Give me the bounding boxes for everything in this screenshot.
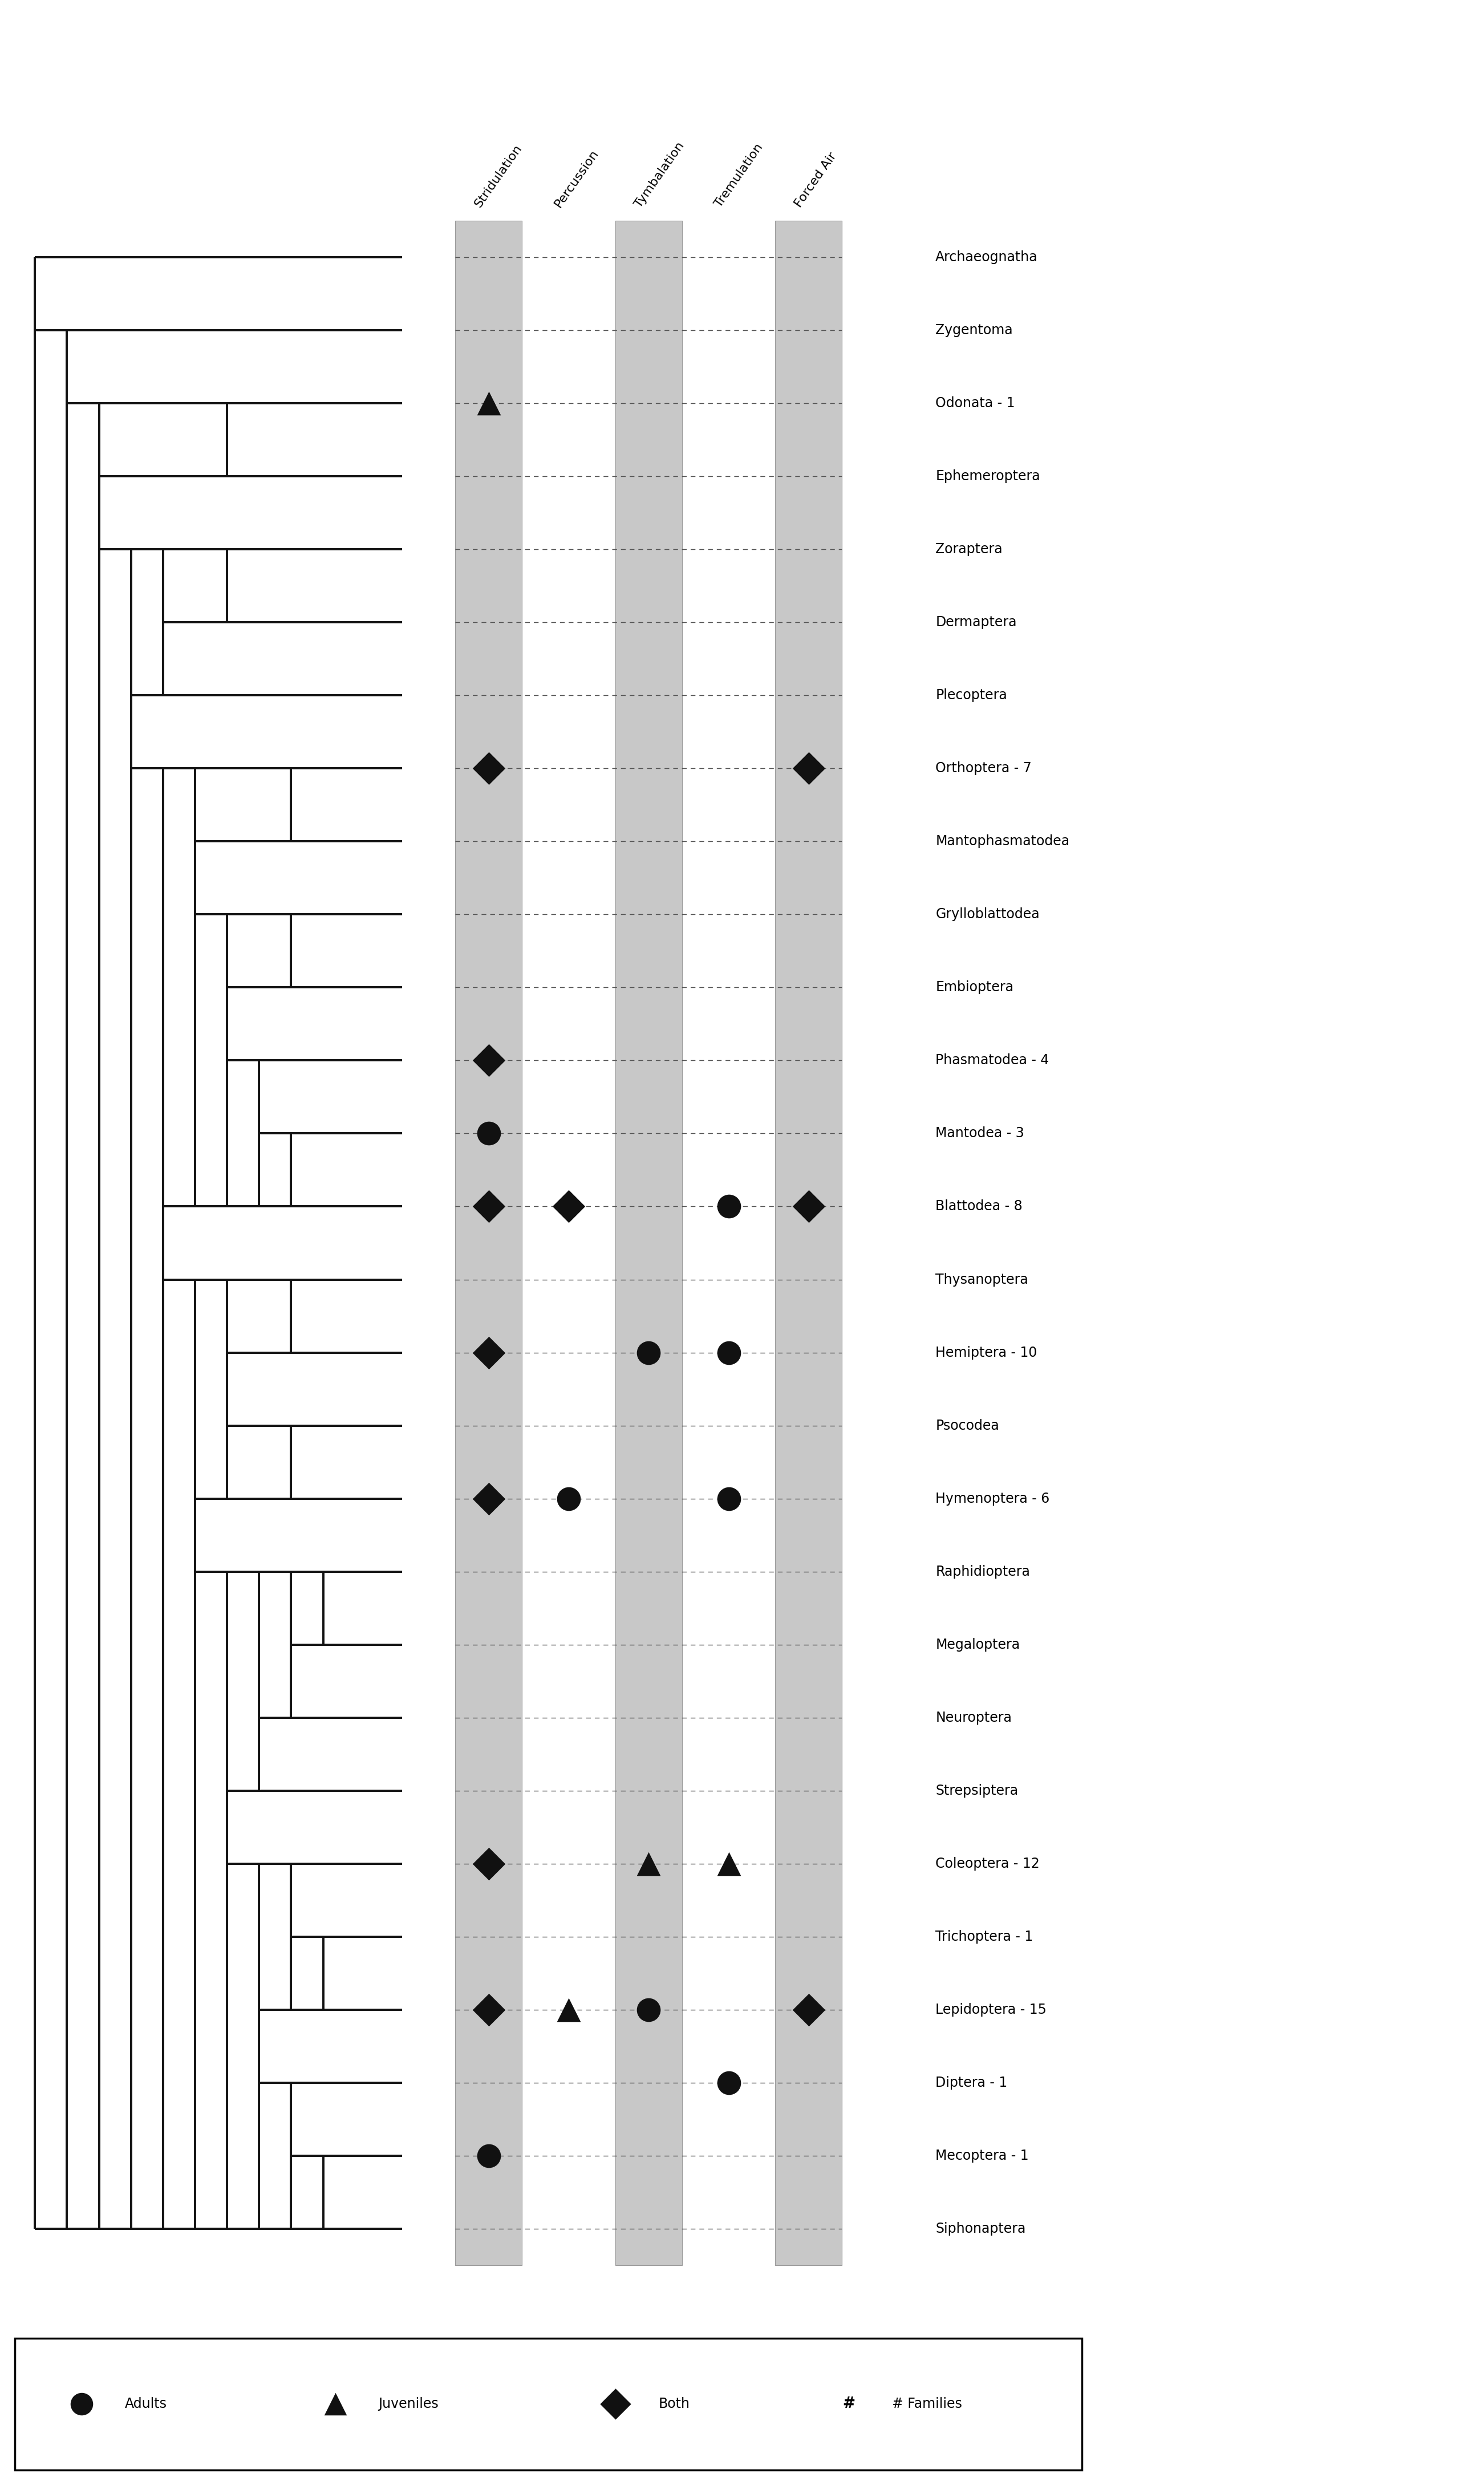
Text: Embioptera: Embioptera [935, 979, 1014, 994]
Text: Adults: Adults [125, 2397, 168, 2411]
Text: Trichoptera - 1: Trichoptera - 1 [935, 1929, 1033, 1944]
Point [476, 1845, 500, 1884]
Text: Hymenoptera - 6: Hymenoptera - 6 [935, 1492, 1049, 1507]
Text: Zygentoma: Zygentoma [935, 323, 1012, 338]
Point [637, 1332, 660, 1372]
Point [476, 2135, 500, 2175]
Text: Diptera - 1: Diptera - 1 [935, 2076, 1008, 2091]
Point [324, 2384, 347, 2424]
Point [797, 748, 821, 788]
Text: Mecoptera - 1: Mecoptera - 1 [935, 2148, 1028, 2163]
Text: Archaeognatha: Archaeognatha [935, 251, 1037, 264]
Text: Tymbalation: Tymbalation [632, 139, 686, 209]
Text: Strepsiptera: Strepsiptera [935, 1785, 1018, 1797]
Text: Lepidoptera - 15: Lepidoptera - 15 [935, 2004, 1046, 2016]
Text: Neuroptera: Neuroptera [935, 1710, 1012, 1725]
Text: Zoraptera: Zoraptera [935, 542, 1003, 557]
Text: Siphonaptera: Siphonaptera [935, 2222, 1025, 2235]
Text: # Families: # Families [892, 2397, 962, 2411]
Point [476, 1989, 500, 2029]
Point [717, 1186, 741, 1226]
Point [637, 1845, 660, 1884]
Bar [775, 221, 841, 2265]
Point [70, 2384, 93, 2424]
Point [556, 1186, 580, 1226]
Point [476, 1186, 500, 1226]
Text: Odonata - 1: Odonata - 1 [935, 395, 1015, 410]
Point [717, 2063, 741, 2103]
Text: Tremulation: Tremulation [712, 142, 764, 209]
Point [476, 1332, 500, 1372]
Point [556, 1479, 580, 1519]
Text: Blattodea - 8: Blattodea - 8 [935, 1201, 1022, 1213]
Text: Mantophasmatodea: Mantophasmatodea [935, 835, 1070, 848]
Text: Forced Air: Forced Air [792, 152, 838, 209]
Point [476, 1479, 500, 1519]
Point [637, 1989, 660, 2029]
Text: Juveniles: Juveniles [378, 2397, 439, 2411]
Text: Ephemeroptera: Ephemeroptera [935, 470, 1040, 482]
Text: Megaloptera: Megaloptera [935, 1638, 1020, 1651]
Point [797, 1186, 821, 1226]
Point [476, 1114, 500, 1154]
Text: Plecoptera: Plecoptera [935, 689, 1008, 701]
Text: Raphidioptera: Raphidioptera [935, 1564, 1030, 1579]
Point [717, 1479, 741, 1519]
Bar [15, 2339, 1082, 2469]
Text: Percussion: Percussion [552, 147, 601, 209]
Text: Phasmatodea - 4: Phasmatodea - 4 [935, 1054, 1049, 1066]
Point [476, 383, 500, 423]
Text: Coleoptera - 12: Coleoptera - 12 [935, 1857, 1040, 1869]
Point [476, 748, 500, 788]
Bar [616, 221, 683, 2265]
Point [717, 1332, 741, 1372]
Bar [456, 221, 522, 2265]
Point [556, 1989, 580, 2029]
Text: Thysanoptera: Thysanoptera [935, 1273, 1028, 1285]
Point [604, 2384, 628, 2424]
Point [797, 1989, 821, 2029]
Text: #: # [843, 2397, 855, 2411]
Text: Psocodea: Psocodea [935, 1420, 999, 1432]
Text: Grylloblattodea: Grylloblattodea [935, 907, 1040, 922]
Text: Hemiptera - 10: Hemiptera - 10 [935, 1345, 1037, 1360]
Text: Both: Both [659, 2397, 690, 2411]
Text: Dermaptera: Dermaptera [935, 617, 1017, 629]
Point [717, 1845, 741, 1884]
Text: Orthoptera - 7: Orthoptera - 7 [935, 761, 1031, 776]
Point [476, 1042, 500, 1081]
Text: Stridulation: Stridulation [472, 142, 524, 209]
Text: Mantodea - 3: Mantodea - 3 [935, 1126, 1024, 1141]
